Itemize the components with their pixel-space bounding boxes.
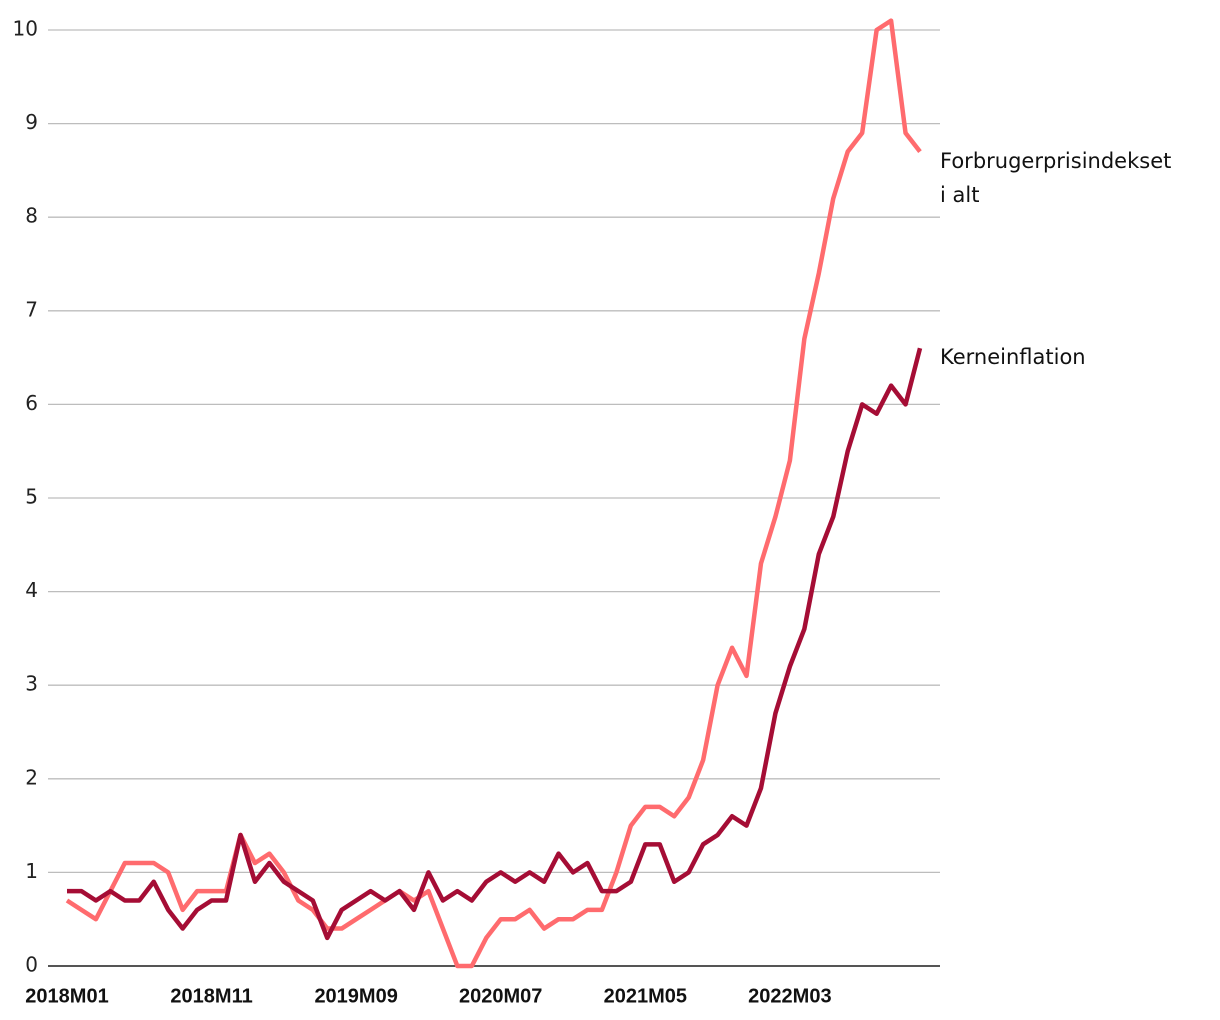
y-tick-label: 10	[13, 17, 38, 41]
y-tick-label: 1	[25, 859, 38, 883]
y-tick-label: 9	[25, 110, 38, 134]
y-tick-label: 8	[25, 204, 38, 228]
y-tick-label: 6	[25, 391, 38, 415]
x-tick-label: 2018M11	[170, 985, 252, 1007]
x-tick-label: 2021M05	[604, 985, 687, 1007]
series-label: Kerneinflation	[940, 345, 1086, 370]
x-tick-label: 2020M07	[459, 985, 542, 1007]
y-tick-label: 0	[25, 953, 38, 977]
y-tick-label: 2	[25, 765, 38, 789]
y-tick-label: 4	[25, 578, 38, 602]
series-line	[65, 18, 922, 969]
x-tick-label: 2018M01	[25, 985, 108, 1007]
y-tick-label: 5	[25, 485, 38, 509]
series-label: Forbrugerprisindekset i alt	[940, 148, 1172, 207]
y-tick-label: 7	[25, 297, 38, 321]
series-line	[67, 347, 923, 941]
x-tick-label: 2022M03	[748, 985, 831, 1007]
x-tick-label: 2019M09	[314, 985, 397, 1007]
y-tick-label: 3	[25, 672, 38, 696]
